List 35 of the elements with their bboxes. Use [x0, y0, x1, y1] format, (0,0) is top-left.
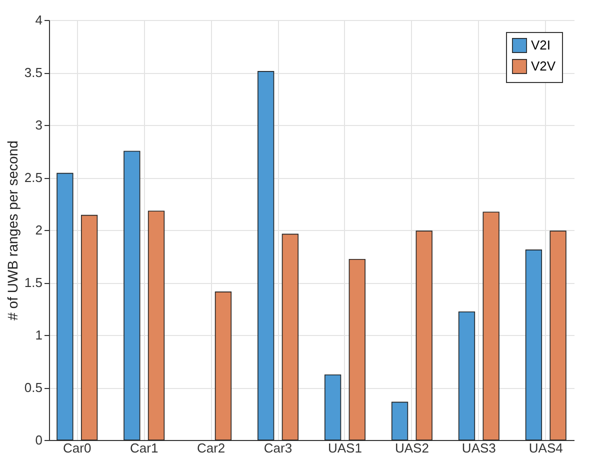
legend-label: V2I [531, 38, 551, 52]
bar [80, 214, 98, 440]
x-tick-label: Car3 [264, 440, 292, 456]
bar [482, 212, 500, 440]
y-tick-label: 1 [35, 328, 42, 342]
y-tick-label: 3.5 [24, 65, 42, 80]
bar [550, 230, 566, 440]
bar [258, 71, 274, 440]
bar [324, 374, 342, 440]
y-tick-label: 0.5 [24, 380, 42, 395]
x-tick-label: Car1 [130, 440, 158, 456]
legend-label: V2V [531, 58, 556, 74]
x-tick-label: Car0 [63, 440, 92, 456]
bar [348, 259, 366, 440]
y-tick-label: 3 [35, 118, 42, 132]
x-tick-label: UAS4 [528, 440, 563, 456]
x-tick-label: UAS1 [328, 440, 362, 456]
y-tick-label: 1.5 [24, 275, 42, 290]
bar [56, 172, 74, 440]
x-tick-label: UAS2 [394, 440, 429, 456]
y-tick-label: 2.5 [24, 170, 42, 185]
bar [214, 292, 232, 440]
bar [282, 234, 299, 440]
y-tick-label: 4 [35, 12, 42, 28]
bar [148, 210, 165, 440]
x-tick-label: Car2 [196, 440, 226, 456]
y-tick-label: 2 [35, 222, 42, 238]
x-tick-label: UAS3 [462, 440, 496, 456]
bar [391, 402, 408, 440]
bar [124, 150, 140, 440]
bar [525, 250, 542, 440]
bar [416, 230, 432, 440]
y-axis-title: # of UWB ranges per second [4, 140, 20, 320]
y-tick-label: 0 [35, 432, 42, 448]
bar [458, 312, 476, 440]
